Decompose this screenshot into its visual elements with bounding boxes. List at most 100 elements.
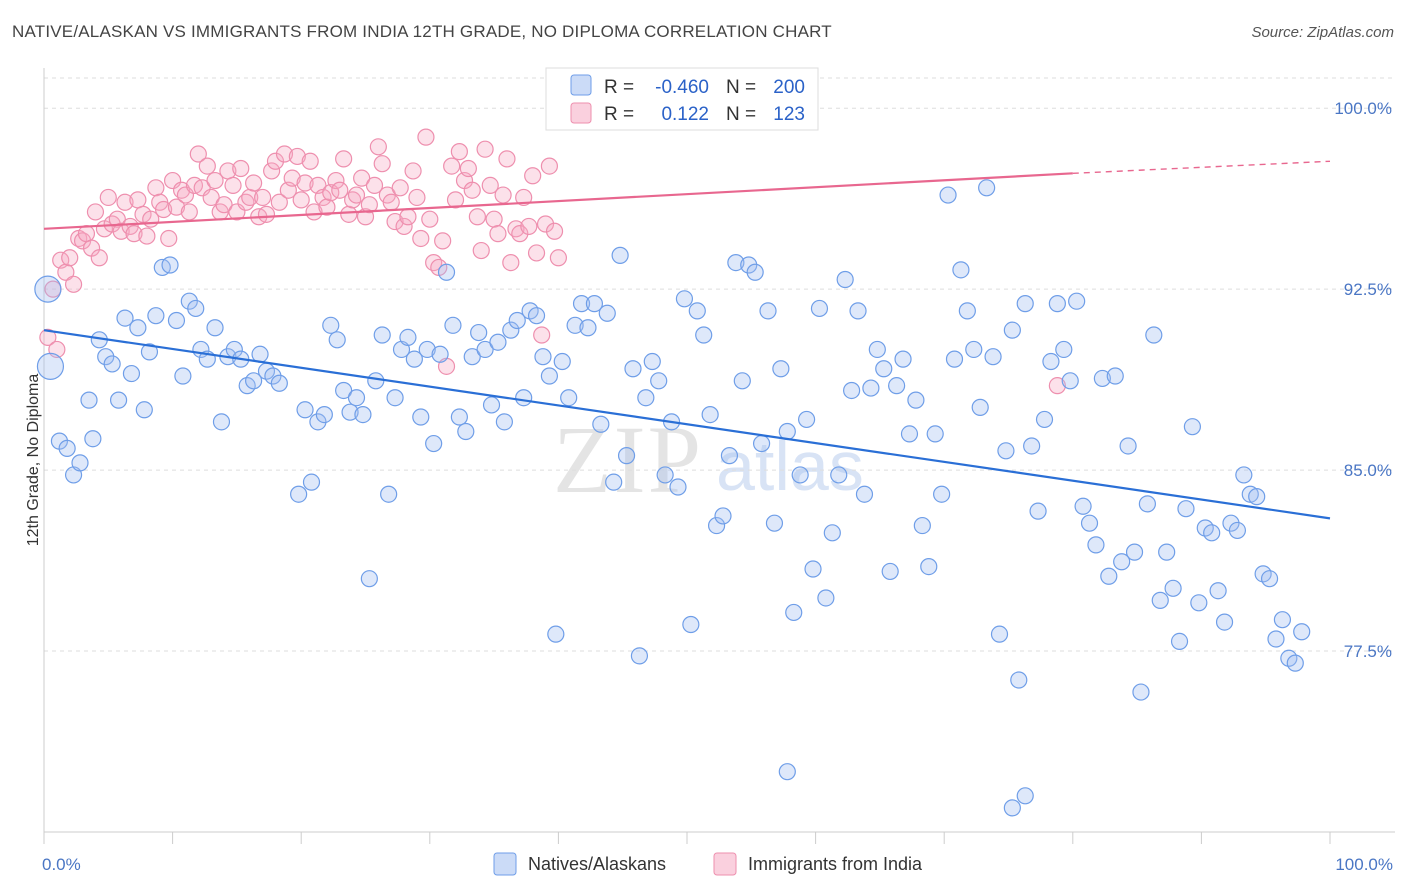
blue-point [1055,340,1073,359]
pink-point [476,140,494,158]
blue-point [579,319,597,337]
pink-point [502,254,520,272]
pink-point [64,275,83,293]
blue-point [810,299,829,318]
blue-point [354,406,372,424]
pink-point [61,249,79,267]
blue-point [167,311,186,330]
pink-point [540,157,558,175]
blue-point [675,290,694,308]
pink-point [369,138,387,156]
x-tick-label-max: 100.0% [1335,855,1393,874]
blue-point [147,307,165,325]
pink-point [206,171,224,190]
pink-point [254,188,272,207]
pink-point [434,232,452,250]
legend-r-label-1: R = [604,77,634,98]
blue-point [688,302,706,320]
blue-point [161,256,179,274]
pink-point [39,328,57,346]
pink-point [160,229,178,248]
blue-point [888,377,906,395]
blue-point [682,615,700,634]
pink-point [138,227,156,245]
blue-point [80,391,98,409]
blue-point [341,403,359,421]
pink-point [386,212,404,231]
blue-point [855,485,874,503]
pink-point [412,229,430,248]
pink-point [275,145,294,163]
pink-point [395,217,413,236]
blue-point [823,524,841,542]
blue-point [450,408,468,426]
pink-point [270,193,288,211]
blue-point [1222,514,1240,532]
blue-point [958,302,976,320]
blue-point [97,348,115,366]
pink-point [485,210,503,228]
blue-point [656,466,674,484]
blue-point [482,396,501,414]
pink-point [347,186,366,204]
blue-point [797,410,816,429]
pink-trend-line-dashed [1072,160,1331,175]
pink-point [292,191,310,209]
blue-point [418,340,436,359]
pink-point [481,176,499,194]
blue-point [444,316,462,334]
blue-point [1203,524,1221,542]
blue-point [553,352,571,371]
blue-point [71,454,89,472]
blue-point [920,558,938,576]
blue-point [547,625,565,643]
pink-point [399,208,417,226]
blue-point [785,603,803,622]
blue-point [309,413,327,431]
pink-point [257,205,276,223]
blue-point [1248,488,1266,506]
pink-point [283,169,301,187]
blue-point [971,398,989,416]
blue-point [534,348,552,366]
blue-point [1010,671,1028,689]
blue-point [290,485,308,503]
pink-point [99,188,117,207]
blue-point [264,367,282,385]
blue-series-points [34,179,1311,817]
blue-point [58,439,76,457]
blue-point [669,478,687,496]
pink-point [224,176,242,194]
blue-point [527,307,546,325]
blue-point [624,360,642,378]
blue-point [701,406,719,424]
pink-point [443,157,461,175]
blue-point [109,391,128,409]
tick-labels: 77.5% 85.0% 92.5% 100.0% 0.0% 100.0% [42,99,1393,874]
blue-point [508,311,526,330]
blue-point [1190,594,1208,612]
legend-n-label-2: N = [726,104,756,125]
pink-point [202,188,220,207]
pink-point [450,143,468,161]
blue-point [1177,500,1195,518]
blue-point [1106,367,1124,385]
blue-point [611,246,629,264]
blue-point [34,275,62,303]
blue-point [707,516,726,535]
blue-point [740,256,758,274]
bottom-legend-label-2: Immigrants from India [748,854,923,874]
blue-point [373,326,391,344]
blue-point [720,447,739,465]
pink-point [421,210,439,228]
blue-point [367,372,385,390]
blue-point [933,485,951,503]
blue-point [206,319,224,337]
blue-point [791,466,809,484]
pink-point [515,188,533,207]
blue-point [1029,502,1047,520]
legend-n-value-2: 123 [773,104,805,125]
blue-point [386,389,404,407]
blue-point [572,295,591,313]
blue-point [1068,292,1086,310]
